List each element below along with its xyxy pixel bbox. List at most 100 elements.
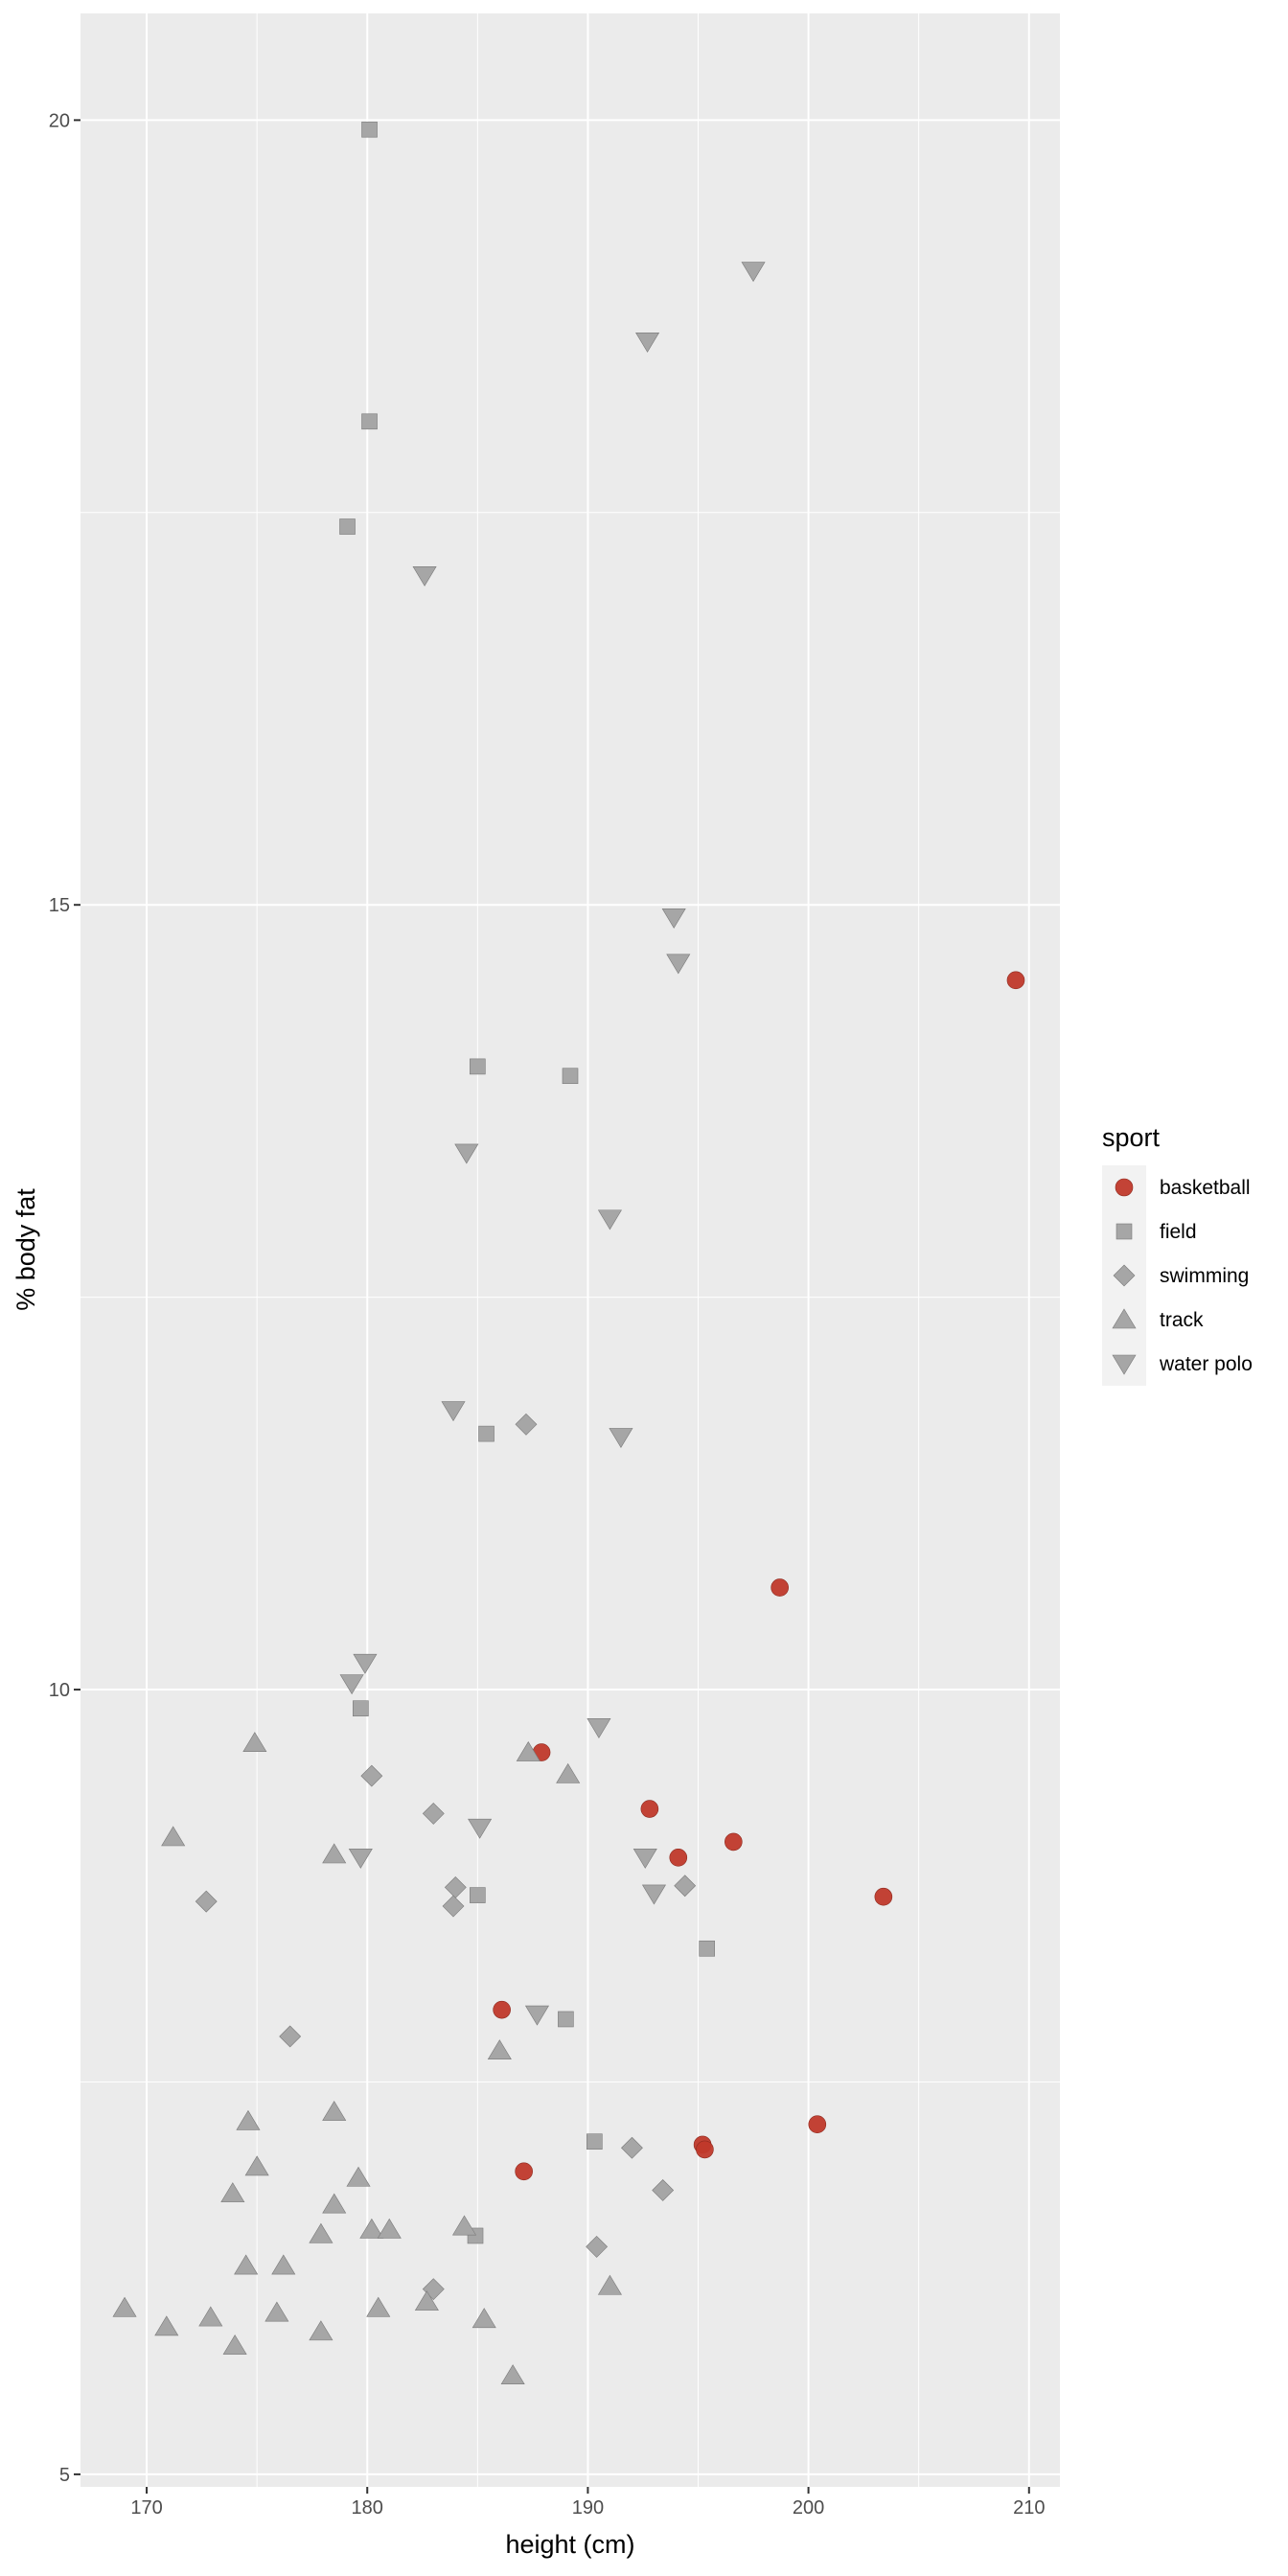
swimming-point bbox=[515, 1413, 538, 1436]
track-point bbox=[198, 2306, 223, 2327]
legend-title: sport bbox=[1102, 1123, 1161, 1152]
major-grid bbox=[80, 13, 1060, 2487]
legend-label-track: track bbox=[1160, 1309, 1204, 1331]
track-point bbox=[161, 1826, 186, 1847]
basketball-point bbox=[808, 2115, 827, 2133]
track-point bbox=[556, 1762, 581, 1783]
track-point bbox=[366, 2296, 391, 2317]
water-polo-point bbox=[586, 1718, 611, 1738]
minor-grid bbox=[80, 13, 1060, 2487]
swimming-point bbox=[674, 1874, 697, 1898]
x-tick-label: 170 bbox=[130, 2497, 162, 2518]
track-point bbox=[220, 2182, 245, 2203]
y-tick-label: 5 bbox=[59, 2465, 70, 2486]
water-polo-point bbox=[441, 1401, 466, 1422]
basketball-point bbox=[1006, 971, 1025, 990]
legend-label-water-polo: water polo bbox=[1159, 1353, 1253, 1375]
water-polo-point bbox=[741, 262, 766, 283]
water-polo-point bbox=[454, 1143, 479, 1164]
track-point bbox=[322, 1843, 347, 1864]
legend-symbol-track bbox=[1112, 1308, 1137, 1329]
field-point bbox=[558, 2011, 574, 2028]
track-point bbox=[222, 2334, 247, 2355]
track-point bbox=[346, 2166, 371, 2187]
track-point bbox=[154, 2315, 179, 2336]
track-point bbox=[236, 2109, 261, 2130]
x-axis-title: height (cm) bbox=[505, 2530, 634, 2559]
x-tick-label: 200 bbox=[793, 2497, 824, 2518]
track-point bbox=[322, 2193, 347, 2214]
water-polo-point bbox=[635, 332, 660, 353]
legend-symbol-field bbox=[1116, 1223, 1133, 1240]
water-polo-point bbox=[353, 1653, 378, 1674]
field-point bbox=[586, 2133, 603, 2150]
track-point bbox=[472, 2308, 496, 2329]
track-point bbox=[309, 2320, 334, 2341]
field-point bbox=[699, 1940, 716, 1957]
track-point bbox=[516, 1740, 540, 1761]
x-tick-label: 190 bbox=[572, 2497, 604, 2518]
field-point bbox=[361, 413, 378, 430]
track-point bbox=[234, 2254, 259, 2275]
track-point bbox=[322, 2101, 347, 2121]
y-axis: 5 10 15 20 bbox=[49, 110, 80, 2486]
legend-symbol-water-polo bbox=[1112, 1354, 1137, 1375]
basketball-point bbox=[724, 1832, 743, 1852]
track-point bbox=[487, 2039, 512, 2060]
field-point bbox=[470, 1887, 486, 1903]
swimming-point bbox=[442, 1895, 465, 1918]
track-point bbox=[377, 2218, 402, 2239]
field-point bbox=[562, 1068, 579, 1085]
basketball-point bbox=[770, 1578, 789, 1597]
y-tick-label: 10 bbox=[49, 1680, 70, 1701]
legend: sport basketball field swimming track water … bbox=[1102, 1123, 1253, 1386]
y-tick-label: 15 bbox=[49, 895, 70, 916]
track-point bbox=[500, 2364, 525, 2385]
swimming-point bbox=[360, 1764, 383, 1787]
water-polo-point bbox=[339, 1674, 364, 1695]
swimming-point bbox=[586, 2236, 609, 2258]
data-points bbox=[112, 121, 1025, 2385]
legend-label-field: field bbox=[1160, 1221, 1197, 1243]
water-polo-point bbox=[468, 1818, 493, 1839]
field-point bbox=[361, 121, 378, 138]
swimming-point bbox=[279, 2025, 302, 2048]
y-tick-label: 20 bbox=[49, 110, 70, 131]
track-point bbox=[414, 2290, 439, 2312]
legend-items: basketball field swimming track water polo bbox=[1102, 1165, 1253, 1386]
track-point bbox=[244, 2155, 269, 2176]
basketball-point bbox=[874, 1887, 893, 1906]
track-point bbox=[264, 2301, 289, 2322]
legend-symbol-swimming bbox=[1113, 1264, 1136, 1287]
water-polo-point bbox=[666, 954, 691, 975]
field-point bbox=[339, 518, 356, 535]
x-axis: 170 180 190 200 210 bbox=[130, 2487, 1045, 2518]
water-polo-point bbox=[609, 1428, 633, 1448]
swimming-point bbox=[422, 1803, 445, 1825]
water-polo-point bbox=[348, 1848, 373, 1869]
track-point bbox=[242, 1732, 267, 1753]
legend-label-basketball: basketball bbox=[1160, 1177, 1251, 1199]
field-point bbox=[470, 1058, 486, 1075]
x-tick-label: 210 bbox=[1013, 2497, 1045, 2518]
plot-panel bbox=[80, 13, 1060, 2487]
y-axis-title: % body fat bbox=[12, 1188, 40, 1311]
basketball-point bbox=[696, 2140, 714, 2159]
swimming-point bbox=[621, 2136, 643, 2159]
track-point bbox=[597, 2274, 622, 2295]
track-point bbox=[112, 2296, 137, 2317]
swimming-point bbox=[195, 1890, 218, 1913]
water-polo-point bbox=[412, 565, 437, 586]
water-polo-point bbox=[524, 2005, 550, 2026]
track-point bbox=[359, 2218, 384, 2239]
basketball-point bbox=[640, 1800, 659, 1818]
legend-symbol-basketball bbox=[1115, 1178, 1134, 1197]
basketball-point bbox=[669, 1848, 688, 1867]
water-polo-point bbox=[661, 908, 686, 929]
basketball-point bbox=[515, 2162, 533, 2181]
track-point bbox=[309, 2222, 334, 2243]
basketball-point bbox=[493, 2000, 511, 2019]
water-polo-point bbox=[641, 1884, 666, 1905]
track-point bbox=[451, 2215, 477, 2236]
field-point bbox=[478, 1425, 494, 1442]
